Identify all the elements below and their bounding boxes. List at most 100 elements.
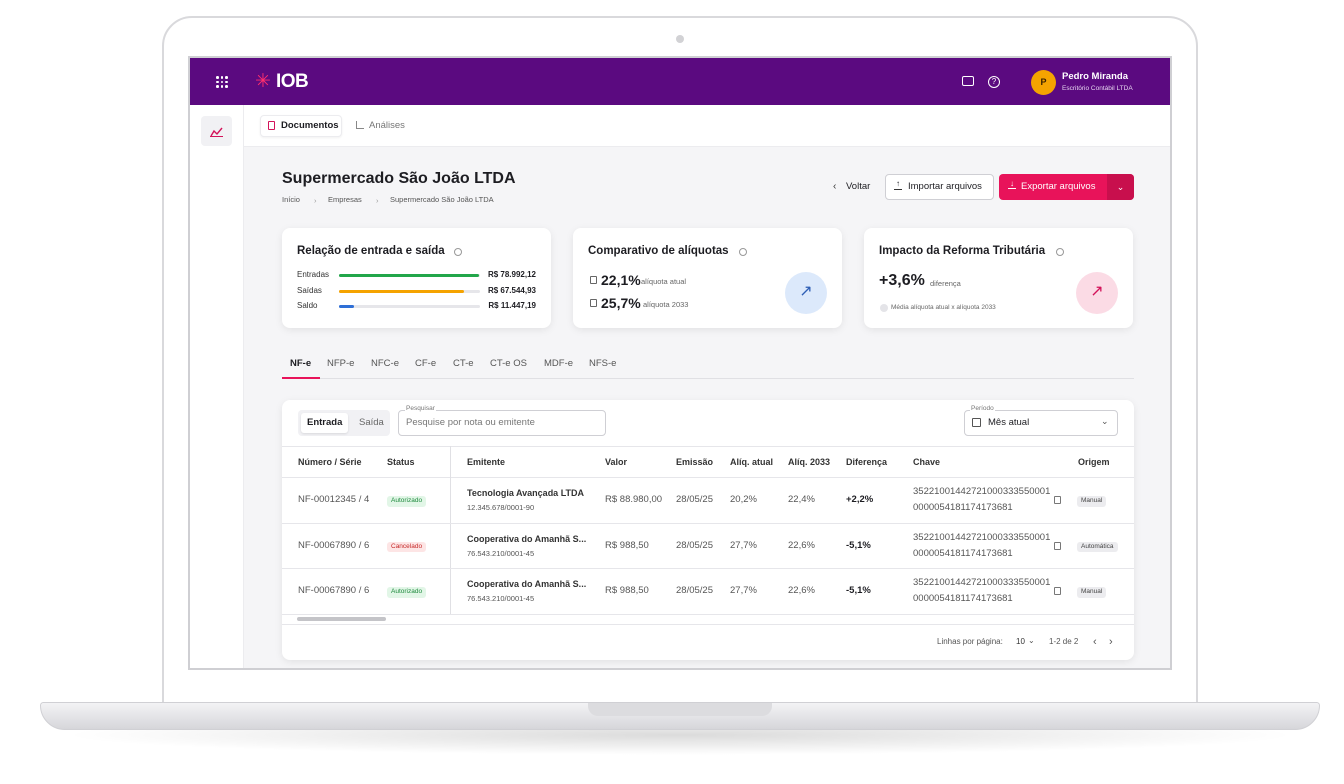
doc-tabs-line <box>282 378 1134 379</box>
cell-chave: 35221001442721000333550001 <box>913 577 1051 588</box>
doc-type-tab[interactable]: NFP-e <box>327 358 355 369</box>
dot <box>220 76 223 79</box>
column-header: Emissão <box>676 457 714 467</box>
search-input[interactable] <box>398 410 606 436</box>
cell-numero: NF-00067890 / 6 <box>298 585 370 596</box>
back-button[interactable]: Voltar <box>846 181 871 192</box>
cell-chave: 35221001442721000333550001 <box>913 531 1051 543</box>
cell-numero: NF-00067890 / 6 <box>298 539 370 551</box>
column-header: Origem <box>1078 457 1110 467</box>
avatar[interactable]: P <box>1031 70 1056 95</box>
upload-icon: ↑ <box>894 179 902 190</box>
breadcrumb-sep: › <box>376 196 379 205</box>
flow-value: R$ 11.447,19 <box>488 301 536 310</box>
next-page[interactable]: › <box>1109 636 1113 648</box>
flow-bar <box>339 305 354 308</box>
origin-tag: Manual <box>1077 587 1107 598</box>
status-tag: Cancelado <box>387 541 427 552</box>
tab[interactable]: Análises <box>369 120 405 131</box>
calendar-icon <box>972 418 981 427</box>
laptop-notch <box>588 703 772 716</box>
flow-track <box>339 305 480 308</box>
cell-chave: 35221001442721000333550001 <box>913 486 1051 497</box>
toggle-option[interactable]: Saída <box>359 417 384 428</box>
doc-icon <box>268 121 275 130</box>
doc-type-tab[interactable]: CF-e <box>415 358 437 369</box>
dot <box>220 80 223 83</box>
tab[interactable]: Documentos <box>260 115 342 137</box>
rows-label: Linhas por página: <box>937 637 1003 646</box>
cell-cnpj: 76.543.210/0001-45 <box>467 548 535 558</box>
copy-icon[interactable] <box>1054 496 1061 504</box>
bars-icon <box>356 121 364 129</box>
copy-icon[interactable] <box>1054 541 1061 550</box>
dot <box>225 76 228 79</box>
logo: IOB <box>276 71 309 92</box>
column-divider <box>450 446 451 614</box>
toggle-active[interactable] <box>301 413 348 433</box>
cell-cnpj: 12.345.678/0001-90 <box>467 503 535 512</box>
impact-label: diferença <box>930 279 961 288</box>
briefcase-icon[interactable] <box>962 76 974 86</box>
rows-select[interactable]: 10 <box>1016 637 1025 646</box>
cell-valor: R$ 988,50 <box>605 585 649 596</box>
status-tag: Autorizado <box>387 496 427 507</box>
sidebar-item[interactable] <box>201 116 232 146</box>
breadcrumb[interactable]: Início <box>282 195 300 204</box>
column-header: Alíq. atual <box>730 457 774 467</box>
export-menu[interactable]: ⌄ <box>1107 174 1134 200</box>
tab-bar <box>244 105 1170 147</box>
breadcrumb: Supermercado São João LTDA <box>390 195 494 204</box>
help-icon[interactable]: ? <box>988 76 1000 88</box>
dot <box>225 80 228 83</box>
cell-aliq_atual: 20,2% <box>730 494 757 505</box>
row-line <box>282 522 1134 524</box>
period-select[interactable] <box>964 410 1118 436</box>
info-icon <box>1056 248 1064 256</box>
dot <box>216 85 219 88</box>
prev-page[interactable]: ‹ <box>1093 636 1097 648</box>
toggle-option[interactable]: Entrada <box>307 417 343 428</box>
breadcrumb[interactable]: Empresas <box>328 195 362 204</box>
card-title: Comparativo de alíquotas <box>588 245 729 257</box>
scrollbar[interactable] <box>297 617 386 621</box>
search-placeholder: Pesquise por nota ou emitente <box>406 417 535 428</box>
trend-badge: ↗ <box>1076 272 1118 314</box>
apps-icon[interactable] <box>216 76 228 88</box>
doc-type-tab[interactable]: MDF-e <box>544 358 574 369</box>
cell-aliq_atual: 27,7% <box>730 585 757 596</box>
copy-icon[interactable] <box>1054 587 1061 595</box>
column-header: Status <box>387 457 415 467</box>
cell-aliq_atual: 27,7% <box>730 539 757 551</box>
cell-emissao: 28/05/25 <box>676 585 713 596</box>
impact-value: +3,6% <box>879 272 925 289</box>
doc-type-tab[interactable]: NFC-e <box>371 358 399 369</box>
doc-type-tab[interactable]: NFS-e <box>589 358 617 369</box>
row-line <box>282 614 1134 615</box>
doc-type-tab[interactable]: CT-e <box>453 358 474 369</box>
summary-card <box>282 228 551 328</box>
flow-bar <box>339 274 479 277</box>
doc-type-tab[interactable]: CT-e OS <box>490 358 527 369</box>
cell-valor: R$ 988,50 <box>605 539 649 551</box>
column-header: Chave <box>913 457 941 467</box>
doc-tab-active <box>282 377 320 379</box>
doc-type-tab[interactable]: NF-e <box>290 358 312 369</box>
cell-emissao: 28/05/25 <box>676 539 713 551</box>
flow-label: Entradas <box>297 270 330 279</box>
import-button[interactable]: Importar arquivos <box>885 174 994 200</box>
chart-icon <box>210 127 223 137</box>
search-label: Pesquisar <box>405 405 436 413</box>
cell-emitente: Cooperativa do Amanhã S... <box>467 579 587 589</box>
cell-aliq_2033: 22,6% <box>788 585 815 596</box>
note-icon <box>880 304 888 312</box>
logo-mark: ✳ <box>255 71 271 92</box>
card-title: Impacto da Reforma Tributária <box>879 245 1046 257</box>
footer-line <box>282 624 1134 625</box>
flow-bar <box>339 289 464 293</box>
screen: ✳ IOB? P Pedro Miranda Escritório Contábil L… <box>188 56 1172 670</box>
rate-label: alíquota atual <box>641 277 687 286</box>
